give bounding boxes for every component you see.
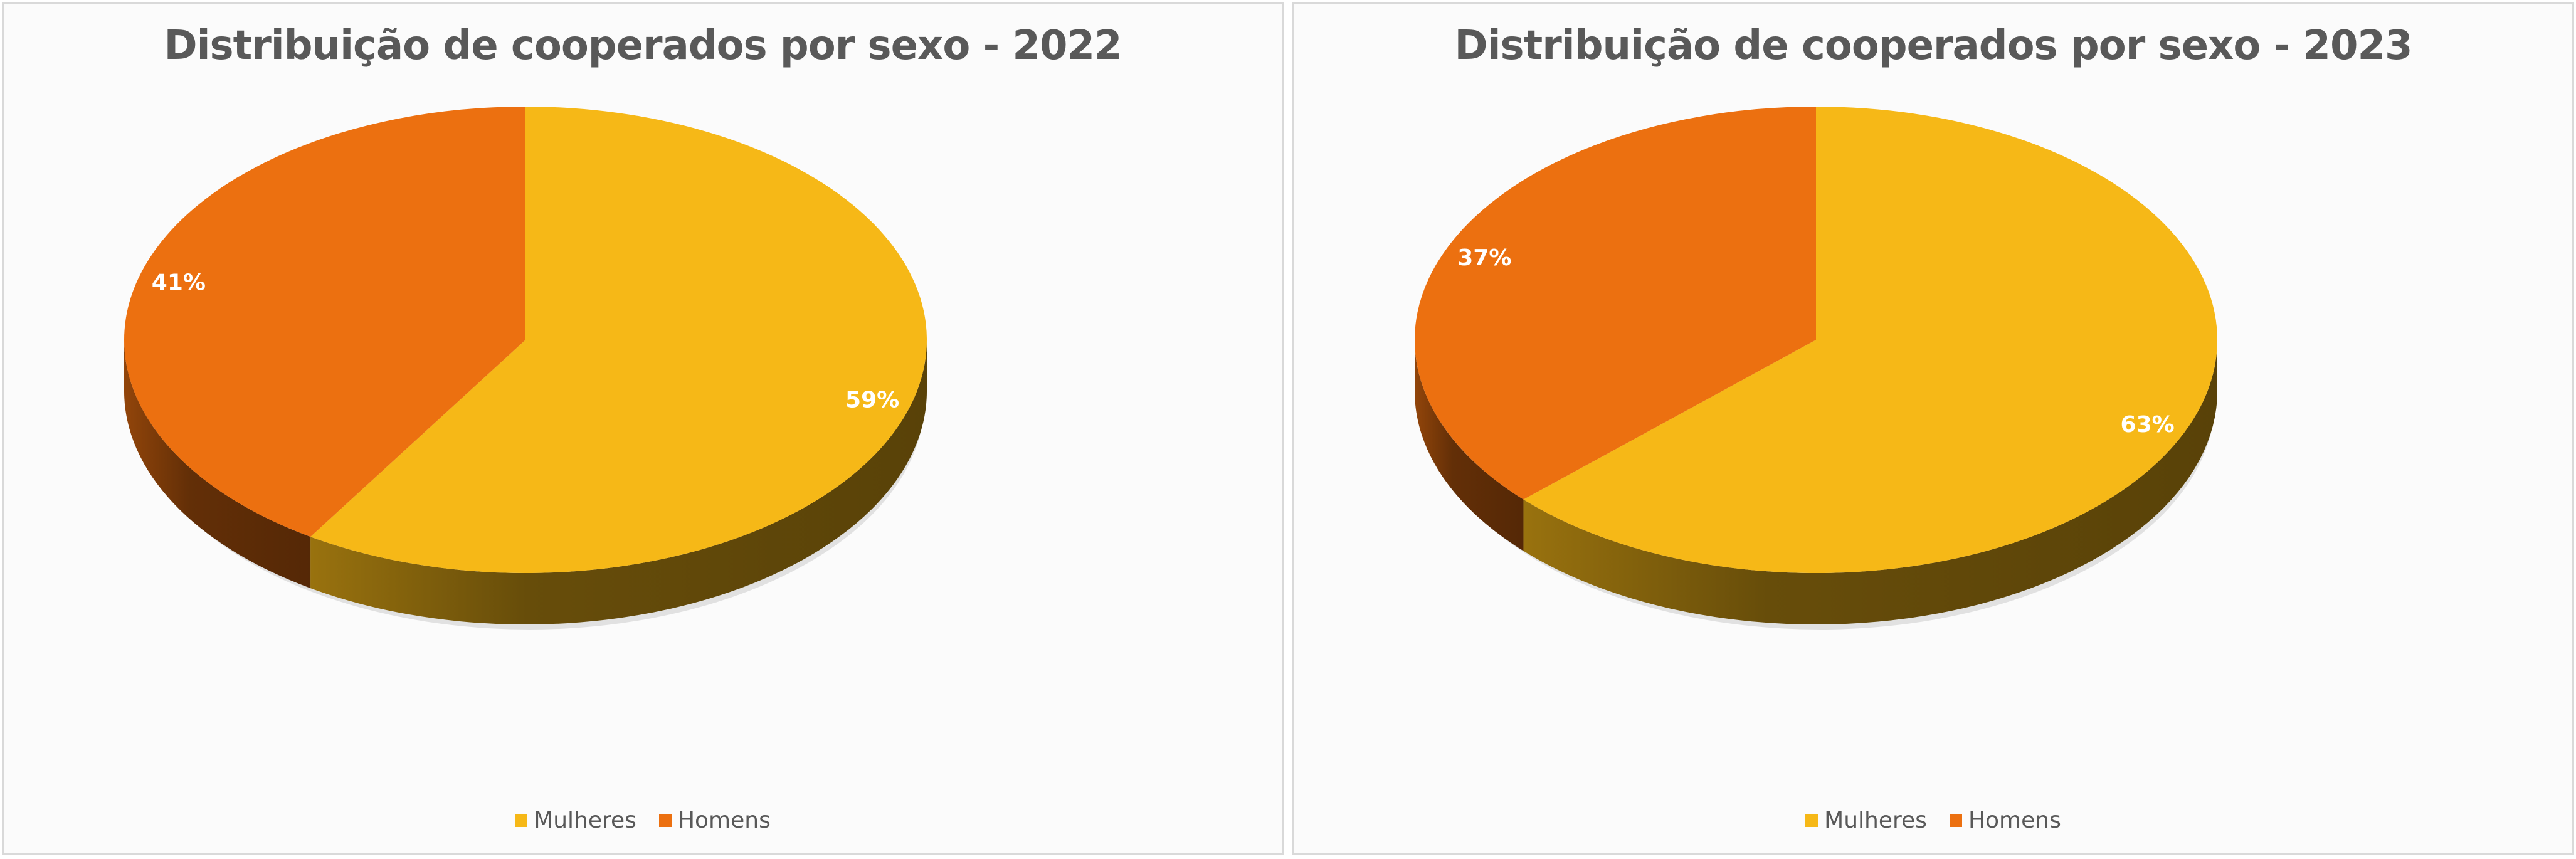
pie-side-homens	[1415, 340, 1524, 551]
legend-swatch-mulheres	[1805, 814, 1819, 827]
legend-item-mulheres: Mulheres	[1805, 808, 1927, 833]
legend-item-homens: Homens	[1949, 808, 2061, 833]
data-label-mulheres: 63%	[2121, 412, 2175, 438]
pie-slice-mulheres	[310, 107, 927, 573]
pie-chart-2023: 63% 37%	[1415, 107, 2217, 630]
pie-side-mulheres	[310, 340, 927, 624]
legend: Mulheres Homens	[4, 808, 1282, 833]
data-label-mulheres: 59%	[845, 387, 899, 413]
data-label-homens: 41%	[152, 270, 206, 296]
legend-swatch-homens	[1949, 814, 1962, 827]
legend-label-mulheres: Mulheres	[1824, 808, 1927, 833]
data-label-homens: 37%	[1457, 245, 1511, 271]
legend-item-homens: Homens	[658, 808, 771, 833]
pie-chart-2022: 59% 41%	[124, 107, 927, 630]
pie-side-homens	[124, 340, 311, 589]
pie-side-mulheres	[1523, 340, 2217, 624]
chart-panel-2023: Distribuição de cooperados por sexo - 20…	[1292, 2, 2574, 855]
legend-label-homens: Homens	[1968, 808, 2061, 833]
legend: Mulheres Homens	[1294, 808, 2572, 833]
legend-item-mulheres: Mulheres	[515, 808, 636, 833]
pie-group: 59% 41%	[124, 107, 927, 630]
pie-slice-homens	[1415, 107, 1816, 500]
chart-title: Distribuição de cooperados por sexo - 20…	[1454, 23, 2412, 69]
pie-group: 63% 37%	[1415, 107, 2217, 630]
legend-label-mulheres: Mulheres	[534, 808, 636, 833]
chart-title: Distribuição de cooperados por sexo - 20…	[164, 23, 1122, 69]
legend-swatch-homens	[658, 814, 672, 827]
legend-swatch-mulheres	[515, 814, 528, 827]
pie-slice-mulheres	[1523, 107, 2217, 573]
pie-slice-homens	[124, 107, 526, 537]
chart-panel-2022: Distribuição de cooperados por sexo - 20…	[2, 2, 1284, 855]
legend-label-homens: Homens	[677, 808, 771, 833]
